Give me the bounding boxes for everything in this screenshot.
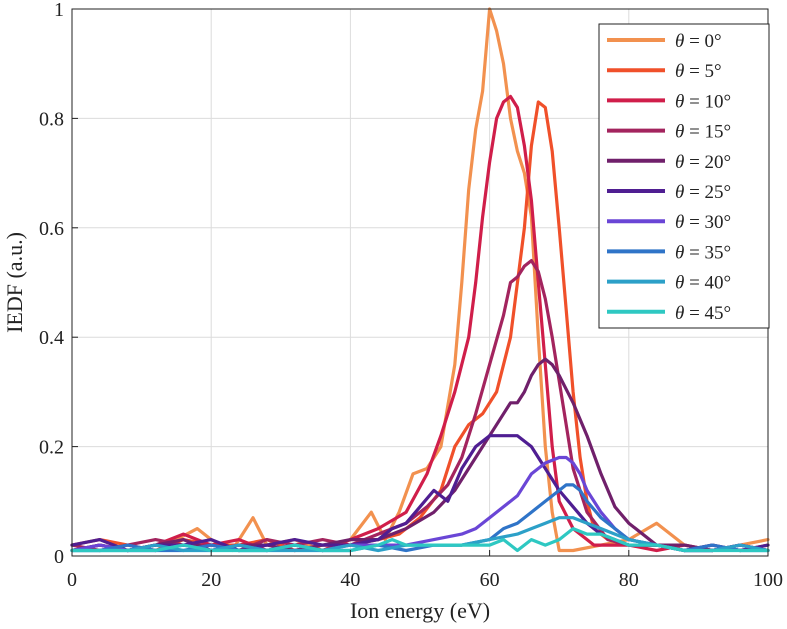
y-tick-label: 0 [54, 546, 64, 568]
y-axis-label: IEDF (a.u.) [2, 232, 27, 333]
legend-entry: θ = 25° [675, 182, 731, 203]
legend-entry: θ = 45° [675, 303, 731, 324]
legend-entry: θ = 5° [675, 61, 722, 82]
x-tick-label: 100 [753, 569, 783, 591]
x-tick-label: 60 [480, 569, 500, 591]
x-tick-label: 0 [67, 569, 77, 591]
y-tick-label: 0.2 [39, 437, 64, 459]
y-tick-label: 0.8 [39, 108, 64, 130]
series-line-theta-35 [70, 483, 770, 553]
legend: θ = 0° θ = 5° θ = 10° θ = 15° θ = 20° θ = 25°… [598, 23, 770, 329]
x-axis-label: Ion energy (eV) [350, 598, 490, 623]
legend-entry: θ = 40° [675, 273, 731, 294]
legend-entry: θ = 20° [675, 152, 731, 173]
legend-box [598, 23, 770, 329]
legend-entry: θ = 10° [675, 91, 731, 112]
x-tick-label: 20 [201, 569, 221, 591]
series-line-theta-45 [70, 527, 770, 553]
x-tick-label: 80 [619, 569, 639, 591]
legend-entry: θ = 15° [675, 122, 731, 143]
y-tick-label: 1 [54, 0, 64, 21]
x-tick-label: 40 [340, 569, 360, 591]
legend-entry: θ = 30° [675, 212, 731, 233]
axis-ticks: 0 20 40 60 80 100 0 0.2 0.4 0.6 0.8 1 [39, 0, 783, 591]
series-line-theta-10 [70, 94, 770, 553]
y-tick-label: 0.4 [39, 327, 64, 349]
y-tick-label: 0.6 [39, 218, 64, 240]
legend-entry: θ = 0° [675, 31, 722, 52]
series-lines [70, 7, 770, 553]
legend-entry: θ = 35° [675, 242, 731, 263]
